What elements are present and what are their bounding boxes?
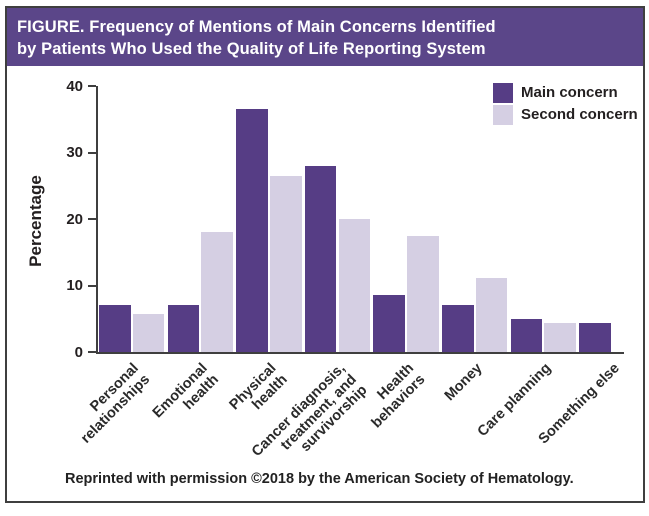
y-axis-label: Percentage bbox=[26, 175, 45, 267]
bar-second-concern bbox=[201, 232, 233, 352]
bar-main-concern bbox=[442, 305, 474, 352]
y-tick-mark bbox=[88, 351, 96, 353]
bar-second-concern bbox=[407, 235, 439, 352]
figure-title-banner: FIGURE. Frequency of Mentions of Main Co… bbox=[7, 8, 643, 66]
legend-swatch-main-concern bbox=[493, 83, 513, 103]
figure-title-line1: FIGURE. Frequency of Mentions of Main Co… bbox=[17, 18, 496, 36]
y-tick-label: 0 bbox=[74, 343, 83, 361]
bar-second-concern bbox=[544, 323, 576, 352]
y-tick-label: 40 bbox=[66, 77, 83, 95]
legend-label: Second concern bbox=[521, 106, 638, 123]
bar-main-concern bbox=[510, 318, 543, 352]
legend-label: Main concern bbox=[521, 84, 618, 101]
copyright-note: Reprinted with permission ©2018 by the A… bbox=[65, 471, 574, 487]
bar-main-concern bbox=[304, 165, 337, 352]
y-tick-mark bbox=[88, 151, 96, 154]
y-tick-label: 10 bbox=[66, 277, 83, 294]
bar-main-concern bbox=[236, 109, 268, 352]
bar-second-concern bbox=[338, 219, 371, 352]
bar-second-concern bbox=[132, 314, 165, 352]
y-tick-mark bbox=[88, 284, 96, 287]
bar-main-concern bbox=[579, 323, 611, 352]
y-axis-line bbox=[96, 86, 98, 354]
bar-chart: Percentage 40 30 20 10 0 Personal relationsh… bbox=[26, 77, 638, 460]
y-tick-mark bbox=[88, 85, 96, 87]
y-tick-label: 20 bbox=[66, 210, 83, 228]
legend-swatch-second-concern bbox=[493, 105, 513, 125]
y-tick-mark bbox=[88, 218, 96, 220]
bar-second-concern bbox=[270, 175, 302, 352]
bar-main-concern bbox=[167, 305, 200, 352]
bar-second-concern bbox=[475, 277, 508, 352]
y-tick-label: 30 bbox=[66, 144, 83, 161]
figure-panel: FIGURE. Frequency of Mentions of Main Co… bbox=[5, 6, 645, 503]
bar-main-concern bbox=[373, 295, 405, 352]
x-axis-line bbox=[96, 352, 624, 354]
bar-main-concern bbox=[99, 305, 131, 352]
figure-title-line2: by Patients Who Used the Quality of Life… bbox=[17, 40, 486, 58]
